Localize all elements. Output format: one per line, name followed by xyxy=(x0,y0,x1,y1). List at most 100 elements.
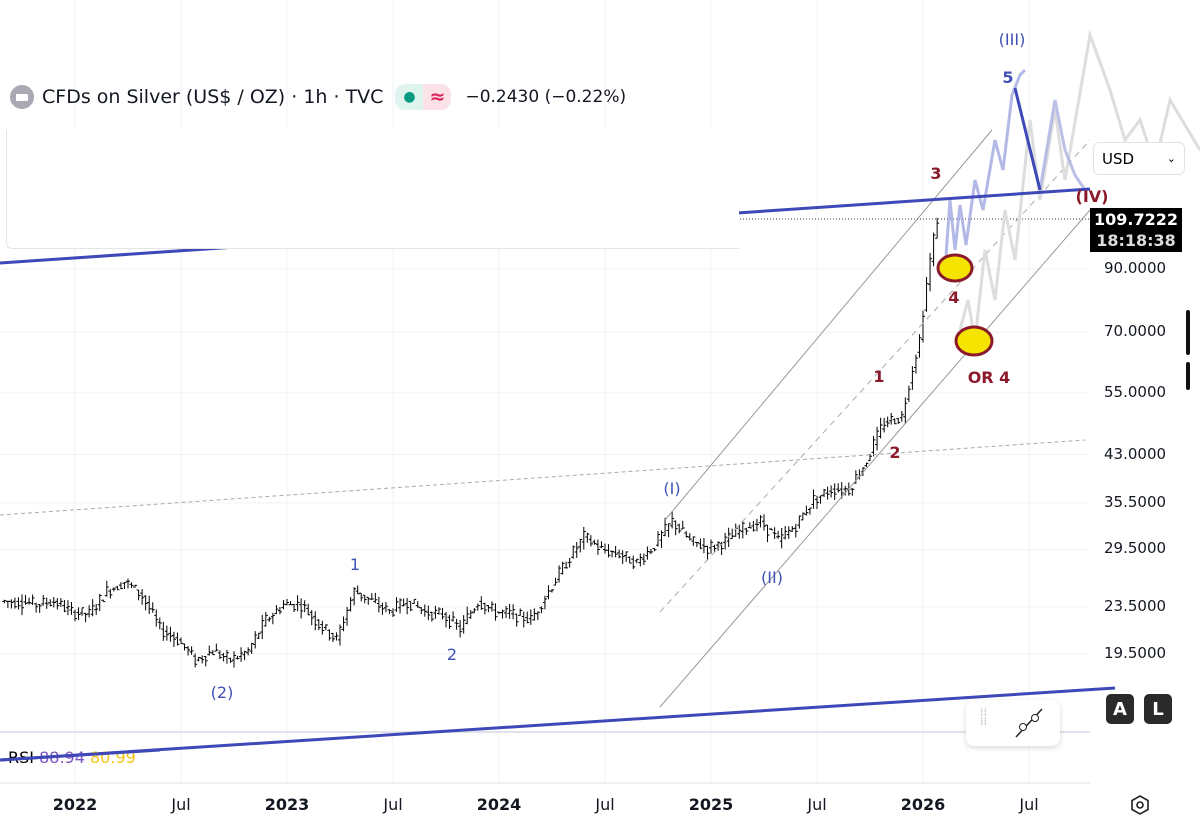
time-tick[interactable]: Jul xyxy=(595,795,615,814)
ohlc-bar xyxy=(94,603,99,615)
ohlc-bar xyxy=(624,551,629,562)
price-tick[interactable]: 90.0000 xyxy=(1104,258,1167,277)
ohlc-bar xyxy=(299,598,304,619)
ohlc-bar xyxy=(249,642,254,655)
ohlc-bar xyxy=(935,217,940,239)
ohlc-bar xyxy=(55,598,60,610)
ohlc-bar xyxy=(504,606,509,619)
time-tick[interactable]: Jul xyxy=(383,795,403,814)
log-scale-button[interactable]: L xyxy=(1144,694,1172,724)
ohlc-bar xyxy=(903,397,908,424)
price-tick[interactable]: 70.0000 xyxy=(1104,322,1167,341)
primary-projection-path-2[interactable] xyxy=(1038,99,1087,191)
lower-trend-line[interactable] xyxy=(0,686,1116,762)
price-tick[interactable]: 43.0000 xyxy=(1104,444,1167,463)
ohlc-bar xyxy=(73,609,77,622)
ohlc-bar xyxy=(592,539,597,545)
ohlc-bar xyxy=(493,603,498,621)
wave-5-to-iv-line[interactable] xyxy=(1013,87,1042,191)
ohlc-bar xyxy=(285,598,289,606)
ohlc-bar xyxy=(182,643,187,651)
ohlc-bar xyxy=(330,632,335,642)
ohlc-bar xyxy=(652,548,657,552)
wave-label-I[interactable]: (I) xyxy=(663,479,681,498)
currency-select[interactable]: USD ⌄ xyxy=(1093,142,1185,175)
status-pill[interactable]: ● ≈ xyxy=(395,84,452,110)
ohlc-bar xyxy=(613,545,618,558)
ohlc-bar xyxy=(899,410,904,422)
trend-line-tool-icon[interactable] xyxy=(1010,705,1050,741)
ohlc-bar xyxy=(221,652,226,662)
rsi-value: 88.94 xyxy=(39,748,85,767)
ohlc-bar xyxy=(684,531,689,538)
wave-label-1[interactable]: 1 xyxy=(349,555,361,574)
ohlc-bar xyxy=(567,557,572,568)
wave-label-III[interactable]: (III) xyxy=(998,30,1026,49)
ohlc-bar xyxy=(80,607,85,616)
wave-label-5[interactable]: 5 xyxy=(1002,68,1014,87)
rsi-legend[interactable]: RSI 88.94 80.99 xyxy=(8,748,136,767)
ohlc-bar xyxy=(574,542,579,558)
price-tick[interactable]: 55.0000 xyxy=(1104,382,1167,401)
ohlc-bar xyxy=(171,631,176,647)
time-tick[interactable]: 2024 xyxy=(476,795,522,814)
wave-label-2-paren[interactable]: (2) xyxy=(210,683,234,702)
primary-projection-path[interactable] xyxy=(943,68,1027,271)
wave-4-target-circle[interactable] xyxy=(936,253,974,283)
ohlc-bar xyxy=(65,600,70,616)
price-tick[interactable]: 29.5000 xyxy=(1104,539,1167,558)
wave-label-4[interactable]: 4 xyxy=(948,288,960,307)
ohlc-bar xyxy=(921,310,925,343)
alternate-projection-path[interactable] xyxy=(958,29,1200,341)
alt-wave-4-target-circle[interactable] xyxy=(954,325,994,357)
ohlc-bar xyxy=(30,594,35,606)
scale-handle[interactable] xyxy=(1186,310,1190,355)
ohlc-bar xyxy=(401,598,406,607)
wave-label-2[interactable]: 2 xyxy=(446,645,458,664)
settings-icon[interactable] xyxy=(1130,795,1150,815)
ohlc-bar xyxy=(864,462,869,467)
wave-label-1-minor[interactable]: 1 xyxy=(873,367,885,386)
ohlc-bar xyxy=(475,603,480,611)
time-tick[interactable]: 2022 xyxy=(52,795,98,814)
ohlc-bar xyxy=(744,527,749,535)
ohlc-bar xyxy=(461,615,466,634)
ohlc-bar xyxy=(758,515,763,528)
time-tick[interactable]: 2025 xyxy=(688,795,734,814)
wave-label-II[interactable]: (II) xyxy=(761,568,783,587)
price-tick[interactable]: 19.5000 xyxy=(1104,643,1167,662)
ohlc-bar xyxy=(815,495,819,510)
wave-label-2-minor[interactable]: 2 xyxy=(889,443,901,462)
ohlc-bar xyxy=(140,589,145,605)
symbol-legend[interactable]: CFDs on Silver (US$ / OZ) · 1h · TVC ● ≈… xyxy=(10,84,626,110)
channel-lower-line[interactable] xyxy=(659,209,1091,708)
wave-label-3[interactable]: 3 xyxy=(930,164,942,183)
time-tick[interactable]: 2026 xyxy=(900,795,946,814)
ohlc-bar xyxy=(489,601,494,612)
drag-handle-icon[interactable]: ⁞⁞ ⁞⁞ xyxy=(980,706,987,728)
wave-label-IV[interactable]: (IV) xyxy=(1075,187,1109,206)
time-tick[interactable]: 2023 xyxy=(264,795,310,814)
ohlc-bar xyxy=(769,528,774,531)
wave-label-or-4[interactable]: OR 4 xyxy=(967,368,1011,387)
ohlc-bar xyxy=(882,417,887,433)
ohlc-bar xyxy=(458,620,463,638)
channel-upper-line[interactable] xyxy=(664,129,993,521)
drawing-toolbar[interactable]: ⁞⁞ ⁞⁞ xyxy=(966,700,1060,746)
auto-scale-button[interactable]: A xyxy=(1106,694,1134,724)
price-tick[interactable]: 23.5000 xyxy=(1104,596,1167,615)
dashed-trend-line[interactable] xyxy=(0,439,1086,516)
symbol-title[interactable]: CFDs on Silver (US$ / OZ) · 1h · TVC xyxy=(42,86,384,108)
ohlc-bar xyxy=(687,533,692,541)
ohlc-bar xyxy=(48,599,53,607)
scale-handle-2[interactable] xyxy=(1186,362,1190,390)
time-tick[interactable]: Jul xyxy=(807,795,827,814)
price-tick[interactable]: 35.5000 xyxy=(1104,492,1167,511)
time-tick[interactable]: Jul xyxy=(171,795,191,814)
ohlc-bar xyxy=(9,599,14,609)
time-tick[interactable]: Jul xyxy=(1019,795,1039,814)
ohlc-bar xyxy=(97,593,102,612)
ohlc-bar xyxy=(412,598,417,604)
ohlc-bar xyxy=(454,618,459,630)
